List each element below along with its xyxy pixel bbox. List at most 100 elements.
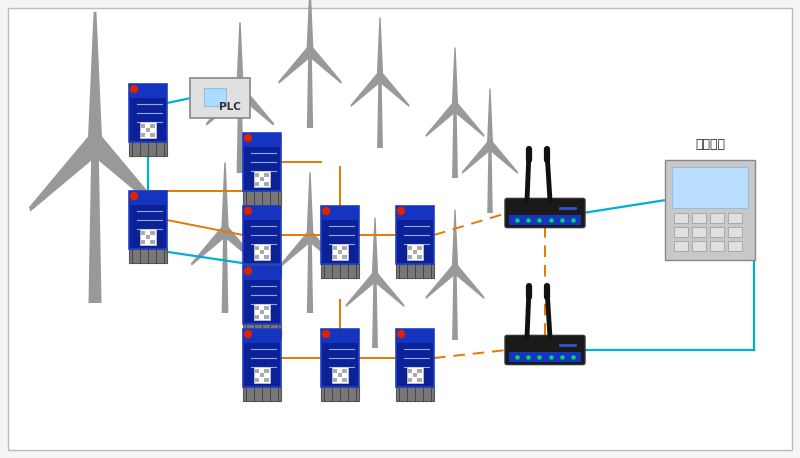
FancyBboxPatch shape (342, 245, 346, 250)
FancyBboxPatch shape (396, 387, 434, 401)
FancyBboxPatch shape (243, 133, 281, 147)
FancyBboxPatch shape (342, 255, 346, 259)
Polygon shape (454, 264, 485, 299)
Text: 控制中心: 控制中心 (695, 138, 725, 151)
Circle shape (245, 135, 251, 142)
FancyBboxPatch shape (396, 329, 434, 387)
FancyBboxPatch shape (333, 369, 337, 373)
FancyBboxPatch shape (243, 133, 281, 191)
FancyBboxPatch shape (243, 206, 281, 220)
Polygon shape (452, 107, 458, 178)
FancyBboxPatch shape (710, 241, 724, 251)
FancyBboxPatch shape (408, 369, 412, 373)
FancyBboxPatch shape (243, 266, 281, 324)
FancyBboxPatch shape (408, 255, 412, 259)
FancyBboxPatch shape (333, 245, 337, 250)
FancyBboxPatch shape (150, 230, 154, 234)
FancyBboxPatch shape (260, 177, 264, 181)
FancyBboxPatch shape (728, 227, 742, 237)
FancyBboxPatch shape (243, 191, 281, 205)
Circle shape (90, 138, 101, 149)
FancyBboxPatch shape (321, 206, 359, 220)
FancyBboxPatch shape (413, 250, 417, 254)
FancyBboxPatch shape (264, 182, 269, 186)
Circle shape (398, 331, 405, 338)
Polygon shape (308, 231, 342, 269)
Polygon shape (454, 102, 485, 137)
FancyBboxPatch shape (8, 8, 792, 450)
FancyBboxPatch shape (710, 213, 724, 223)
FancyBboxPatch shape (396, 264, 434, 278)
Polygon shape (377, 17, 383, 76)
FancyBboxPatch shape (396, 329, 434, 343)
FancyBboxPatch shape (413, 373, 417, 377)
FancyBboxPatch shape (141, 240, 145, 244)
FancyBboxPatch shape (260, 310, 264, 314)
Circle shape (245, 267, 251, 274)
FancyBboxPatch shape (140, 229, 156, 245)
FancyBboxPatch shape (333, 255, 337, 259)
FancyBboxPatch shape (509, 352, 581, 362)
Polygon shape (278, 231, 312, 269)
Polygon shape (308, 46, 342, 84)
FancyBboxPatch shape (338, 373, 342, 377)
FancyBboxPatch shape (260, 250, 264, 254)
FancyBboxPatch shape (338, 250, 342, 254)
Polygon shape (452, 209, 458, 268)
FancyBboxPatch shape (264, 245, 269, 250)
FancyBboxPatch shape (243, 387, 281, 401)
FancyBboxPatch shape (665, 160, 755, 260)
FancyBboxPatch shape (255, 182, 259, 186)
FancyBboxPatch shape (129, 191, 167, 205)
FancyBboxPatch shape (674, 213, 688, 223)
Text: PLC: PLC (219, 102, 241, 112)
FancyBboxPatch shape (418, 369, 422, 373)
Polygon shape (191, 225, 227, 266)
FancyBboxPatch shape (321, 387, 359, 401)
Polygon shape (452, 268, 458, 340)
Polygon shape (206, 85, 242, 125)
FancyBboxPatch shape (129, 142, 167, 156)
Polygon shape (91, 132, 161, 212)
FancyBboxPatch shape (418, 255, 422, 259)
Polygon shape (372, 218, 378, 277)
FancyBboxPatch shape (264, 315, 269, 319)
FancyBboxPatch shape (408, 245, 412, 250)
Circle shape (453, 266, 458, 271)
FancyBboxPatch shape (321, 206, 359, 264)
FancyBboxPatch shape (710, 227, 724, 237)
FancyBboxPatch shape (254, 244, 270, 260)
FancyBboxPatch shape (672, 167, 748, 208)
FancyBboxPatch shape (255, 369, 259, 373)
Polygon shape (307, 51, 313, 128)
Polygon shape (237, 91, 243, 173)
FancyBboxPatch shape (146, 235, 150, 240)
Polygon shape (489, 140, 518, 174)
FancyBboxPatch shape (342, 369, 346, 373)
Polygon shape (346, 272, 377, 307)
FancyBboxPatch shape (255, 315, 259, 319)
FancyBboxPatch shape (509, 215, 581, 224)
Circle shape (322, 207, 330, 214)
Circle shape (453, 104, 458, 109)
FancyBboxPatch shape (264, 378, 269, 382)
FancyBboxPatch shape (255, 378, 259, 382)
FancyBboxPatch shape (264, 369, 269, 373)
FancyBboxPatch shape (505, 335, 585, 365)
Polygon shape (306, 0, 314, 51)
FancyBboxPatch shape (129, 249, 167, 263)
FancyBboxPatch shape (321, 329, 359, 343)
FancyBboxPatch shape (146, 128, 150, 132)
FancyBboxPatch shape (407, 244, 423, 260)
Polygon shape (222, 163, 229, 230)
FancyBboxPatch shape (129, 84, 167, 98)
Circle shape (307, 233, 313, 239)
FancyBboxPatch shape (264, 173, 269, 177)
FancyBboxPatch shape (150, 124, 154, 128)
Polygon shape (462, 140, 491, 174)
FancyBboxPatch shape (243, 324, 281, 338)
Circle shape (245, 207, 251, 214)
Polygon shape (372, 277, 378, 348)
FancyBboxPatch shape (254, 304, 270, 320)
FancyBboxPatch shape (150, 240, 154, 244)
